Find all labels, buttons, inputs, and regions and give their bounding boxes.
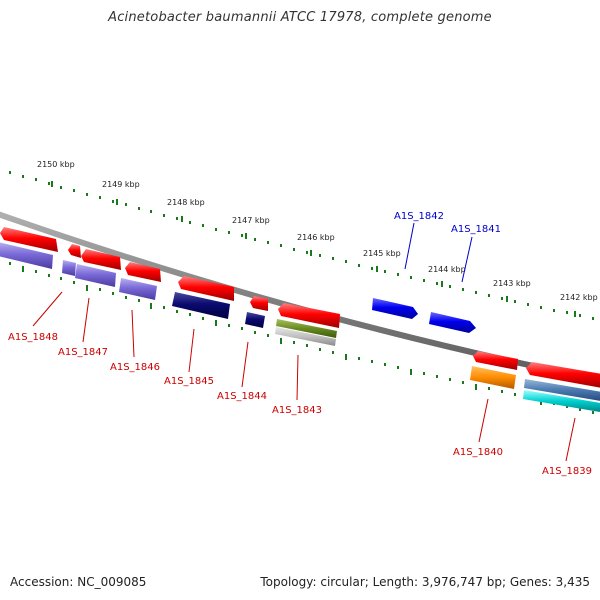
kbp-label-2149: 2149 kbp (102, 180, 140, 189)
label-A1S_1846[interactable]: A1S_1846 (110, 362, 160, 373)
genome-summary-text: Topology: circular; Length: 3,976,747 bp… (260, 575, 590, 589)
gene-A1S_1839-domain-cyan[interactable] (523, 390, 600, 412)
forward-genes (372, 298, 476, 333)
gene-A1S_1843-domain-grey[interactable] (275, 327, 336, 346)
gene-A1S_1840-domain[interactable] (470, 366, 516, 389)
gene-A1S_1840[interactable] (473, 351, 518, 370)
accession-text: Accession: NC_009085 (10, 575, 147, 589)
reverse-genes (0, 227, 600, 412)
gene-A1S_1848[interactable] (0, 227, 58, 252)
label-A1S_1847[interactable]: A1S_1847 (58, 347, 108, 358)
label-A1S_1841[interactable]: A1S_1841 (451, 224, 501, 235)
label-leader-lines (32, 222, 576, 462)
kbp-label-2147: 2147 kbp (232, 216, 270, 225)
kbp-label-2145: 2145 kbp (363, 249, 401, 258)
gene-A1S_1839[interactable] (526, 362, 600, 388)
gene-labels: A1S_1842 A1S_1841 A1S_1848 A1S_1847 A1S_… (8, 211, 592, 477)
gene-A1S_1846[interactable] (125, 262, 161, 282)
gene-A1S_1844[interactable] (250, 296, 268, 311)
gene-A1S_1839-domain-steel[interactable] (524, 379, 600, 401)
label-A1S_1843[interactable]: A1S_1843 (272, 405, 322, 416)
label-A1S_1839[interactable]: A1S_1839 (542, 466, 592, 477)
kbp-label-2143: 2143 kbp (493, 279, 531, 288)
kbp-label-2142: 2142 kbp (560, 293, 598, 302)
gene-A1S_1841[interactable] (429, 312, 476, 333)
gene-A1S_1842[interactable] (372, 298, 418, 319)
gene-A1S_1847-domain-b[interactable] (75, 264, 116, 287)
gene-A1S_1845[interactable] (178, 276, 234, 301)
label-A1S_1842[interactable]: A1S_1842 (394, 211, 444, 222)
gene-A1S_1847[interactable] (81, 249, 121, 270)
gene-A1S_1847-domain-a[interactable] (62, 260, 76, 276)
kbp-scale-labels: 2150 kbp 2149 kbp 2148 kbp 2147 kbp 2146… (37, 160, 598, 302)
label-A1S_1844[interactable]: A1S_1844 (217, 391, 267, 402)
kbp-label-2150: 2150 kbp (37, 160, 75, 169)
gene-A1S_1843-domain-olive[interactable] (276, 319, 337, 338)
gene-A1S_1843[interactable] (278, 303, 340, 328)
gene-A1S_1846-domain[interactable] (119, 278, 157, 300)
kbp-label-2144: 2144 kbp (428, 265, 466, 274)
gene-A1S_1845-domain[interactable] (172, 292, 230, 319)
label-A1S_1845[interactable]: A1S_1845 (164, 376, 214, 387)
gene-A1S_1844-domain[interactable] (245, 312, 265, 328)
map-title: Acinetobacter baumannii ATCC 17978, comp… (108, 10, 492, 25)
label-A1S_1840[interactable]: A1S_1840 (453, 447, 503, 458)
kbp-label-2146: 2146 kbp (297, 233, 335, 242)
label-A1S_1848[interactable]: A1S_1848 (8, 332, 58, 343)
upper-tick-ring (9, 171, 594, 320)
gene-A1S_1848-domain[interactable] (0, 242, 53, 269)
gene-A1S_1847-small[interactable] (68, 244, 81, 258)
kbp-label-2148: 2148 kbp (167, 198, 205, 207)
